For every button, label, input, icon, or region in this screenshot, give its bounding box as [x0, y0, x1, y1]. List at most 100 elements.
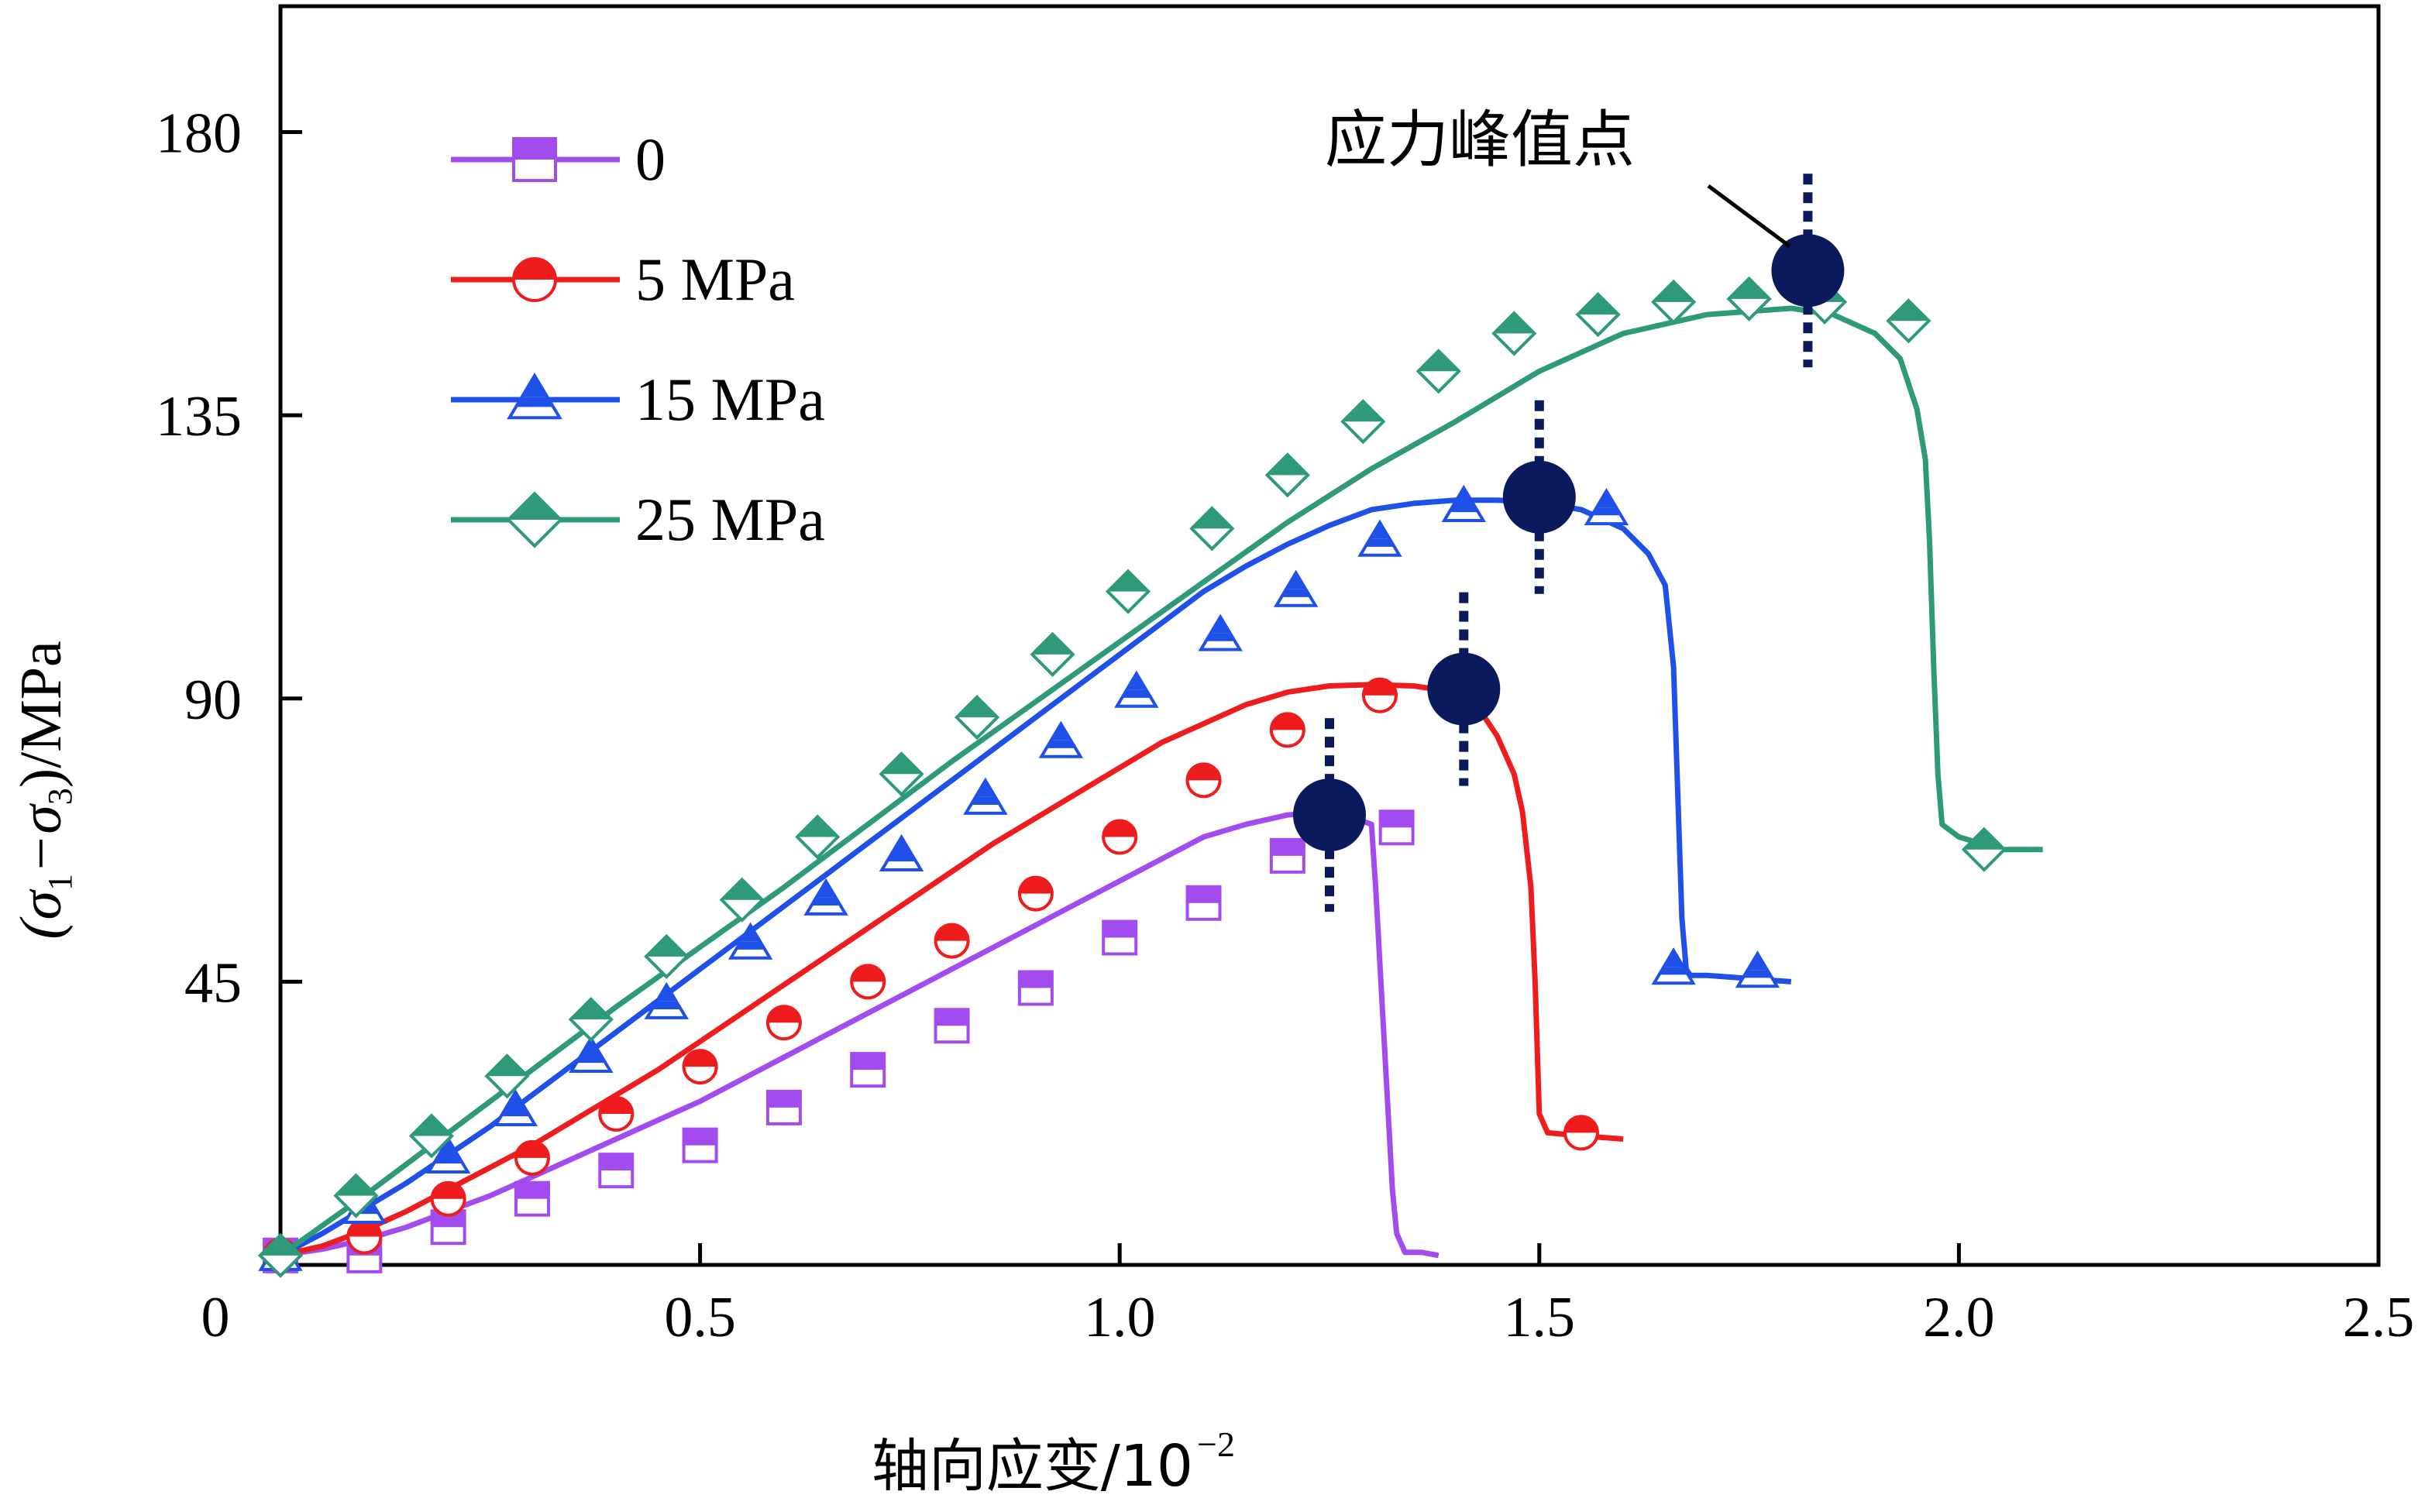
series-marker-fill [1380, 811, 1413, 828]
series-marker-fill [1127, 673, 1147, 690]
series-marker-fill [432, 1182, 465, 1199]
series-marker-fill [1103, 820, 1137, 837]
legend-marker-fill [521, 375, 548, 397]
series-marker-fill [487, 1056, 528, 1077]
legend-marker-fill [508, 493, 561, 520]
series-marker-fill2 [576, 1054, 606, 1064]
series-marker-fill [1564, 1116, 1598, 1133]
series-marker-fill2 [1742, 970, 1773, 978]
series-marker-fill [439, 1139, 459, 1156]
series-marker-fill [1286, 572, 1306, 589]
series-marker-fill2 [735, 941, 765, 950]
peak-point [1427, 652, 1501, 726]
svg-text:(σ1−σ3)/MPa: (σ1−σ3)/MPa [9, 641, 79, 940]
series-marker-fill [1370, 522, 1390, 539]
series-marker-fill [411, 1115, 452, 1136]
x-axis-label-exponent: −2 [1197, 1424, 1235, 1464]
series-marker-fill [1577, 294, 1618, 315]
series-marker-fill [767, 1091, 800, 1108]
legend-label: 5 MPa [635, 246, 795, 313]
x-tick-label: 0 [201, 1286, 230, 1349]
series-marker-fill [975, 780, 996, 797]
series-marker-fill2 [1591, 507, 1622, 516]
series-marker-fill [432, 1211, 465, 1228]
series-marker-fill2 [652, 1001, 682, 1010]
series-marker-fill [1653, 281, 1694, 302]
series-marker-fill [1107, 571, 1149, 592]
series-marker-fill [1267, 455, 1309, 476]
y-tick-label: 180 [156, 102, 242, 166]
series-marker-fill2 [1206, 633, 1236, 641]
y-tick-label: 135 [156, 385, 242, 448]
series-marker-fill [956, 696, 998, 718]
series-marker-fill [683, 1050, 717, 1067]
series-marker-fill [570, 998, 612, 1020]
annotation-leader-line [1707, 184, 1791, 249]
series-marker-fill [935, 924, 968, 941]
plot-frame [278, 4, 2381, 1267]
legend-label: 0 [635, 125, 666, 193]
series-marker-fill [1271, 713, 1304, 730]
series-marker-fill [851, 1053, 885, 1070]
series-marker-fill2 [1449, 504, 1479, 513]
series-line [280, 682, 1624, 1259]
series-marker-fill [891, 837, 912, 854]
series-marker-fill [581, 1038, 601, 1055]
series-marker-fill [1187, 886, 1220, 903]
series-marker-fill2 [500, 1108, 531, 1117]
y-label-sub-1: 1 [41, 874, 79, 891]
series-marker-fill [1343, 401, 1384, 422]
series-marker-fill2 [1659, 967, 1689, 975]
series-marker-fill [767, 1006, 800, 1023]
series-marker-fill [515, 1182, 549, 1199]
series-marker-fill [1728, 278, 1770, 299]
y-label-part-0: (σ [9, 888, 74, 939]
y-label-sub-3: 3 [41, 788, 79, 805]
series-marker-fill [1363, 679, 1396, 696]
series-marker-fill2 [886, 853, 917, 862]
series-marker-fill2 [970, 796, 1000, 805]
y-tick-label: 90 [184, 668, 242, 732]
series-marker-fill [600, 1154, 633, 1171]
series-marker-fill [1596, 490, 1617, 508]
series-marker-fill2 [1365, 538, 1395, 547]
series-marker-fill [260, 1235, 301, 1256]
series-marker-fill [1192, 508, 1233, 529]
peak-layer [1293, 174, 1845, 912]
legend-marker-fill2 [515, 397, 554, 407]
series-marker-fill [1453, 487, 1474, 505]
legend-label: 25 MPa [635, 486, 825, 553]
peak-point [1293, 778, 1366, 852]
series-marker-fill2 [433, 1155, 463, 1164]
series-marker-fill [1747, 954, 1768, 971]
x-tick-label: 0.5 [664, 1286, 736, 1349]
x-tick-label: 1.0 [1084, 1286, 1156, 1349]
series-marker-fill [881, 754, 922, 775]
series-marker-fill [1963, 829, 2005, 850]
series-marker-fill [1051, 723, 1071, 741]
series-marker-fill [515, 1141, 549, 1158]
legend: 0 5 MPa 15 MPa 25 MPa [451, 125, 825, 553]
legend-marker-fill [514, 259, 556, 280]
series-marker-fill2 [1281, 589, 1311, 597]
series-marker-fill [646, 936, 687, 957]
series-marker-fill [1663, 950, 1684, 967]
series-marker-fill [1418, 351, 1460, 372]
series-3 [257, 276, 2043, 1278]
annotation-label: 应力峰值点 [1325, 104, 1635, 176]
series-marker-fill [683, 1129, 717, 1146]
y-tick-label: 45 [184, 951, 242, 1015]
x-tick-label: 2.0 [1923, 1286, 1995, 1349]
legend-label: 15 MPa [635, 366, 825, 433]
series-marker-fill [796, 816, 838, 837]
series-marker-fill [335, 1175, 377, 1196]
series-marker-fill [348, 1220, 381, 1237]
tick-layer: 0 0.5 1.0 1.5 2.0 2.5 45 90 135 180 [156, 102, 2414, 1350]
x-axis-label: 轴向应变/10 [872, 1433, 1193, 1500]
series-2 [258, 481, 1792, 1271]
series-marker-fill [851, 965, 885, 982]
y-label-part-4: )/MPa [9, 641, 74, 788]
plot-border [278, 4, 2381, 1267]
series-marker-fill [721, 879, 763, 900]
